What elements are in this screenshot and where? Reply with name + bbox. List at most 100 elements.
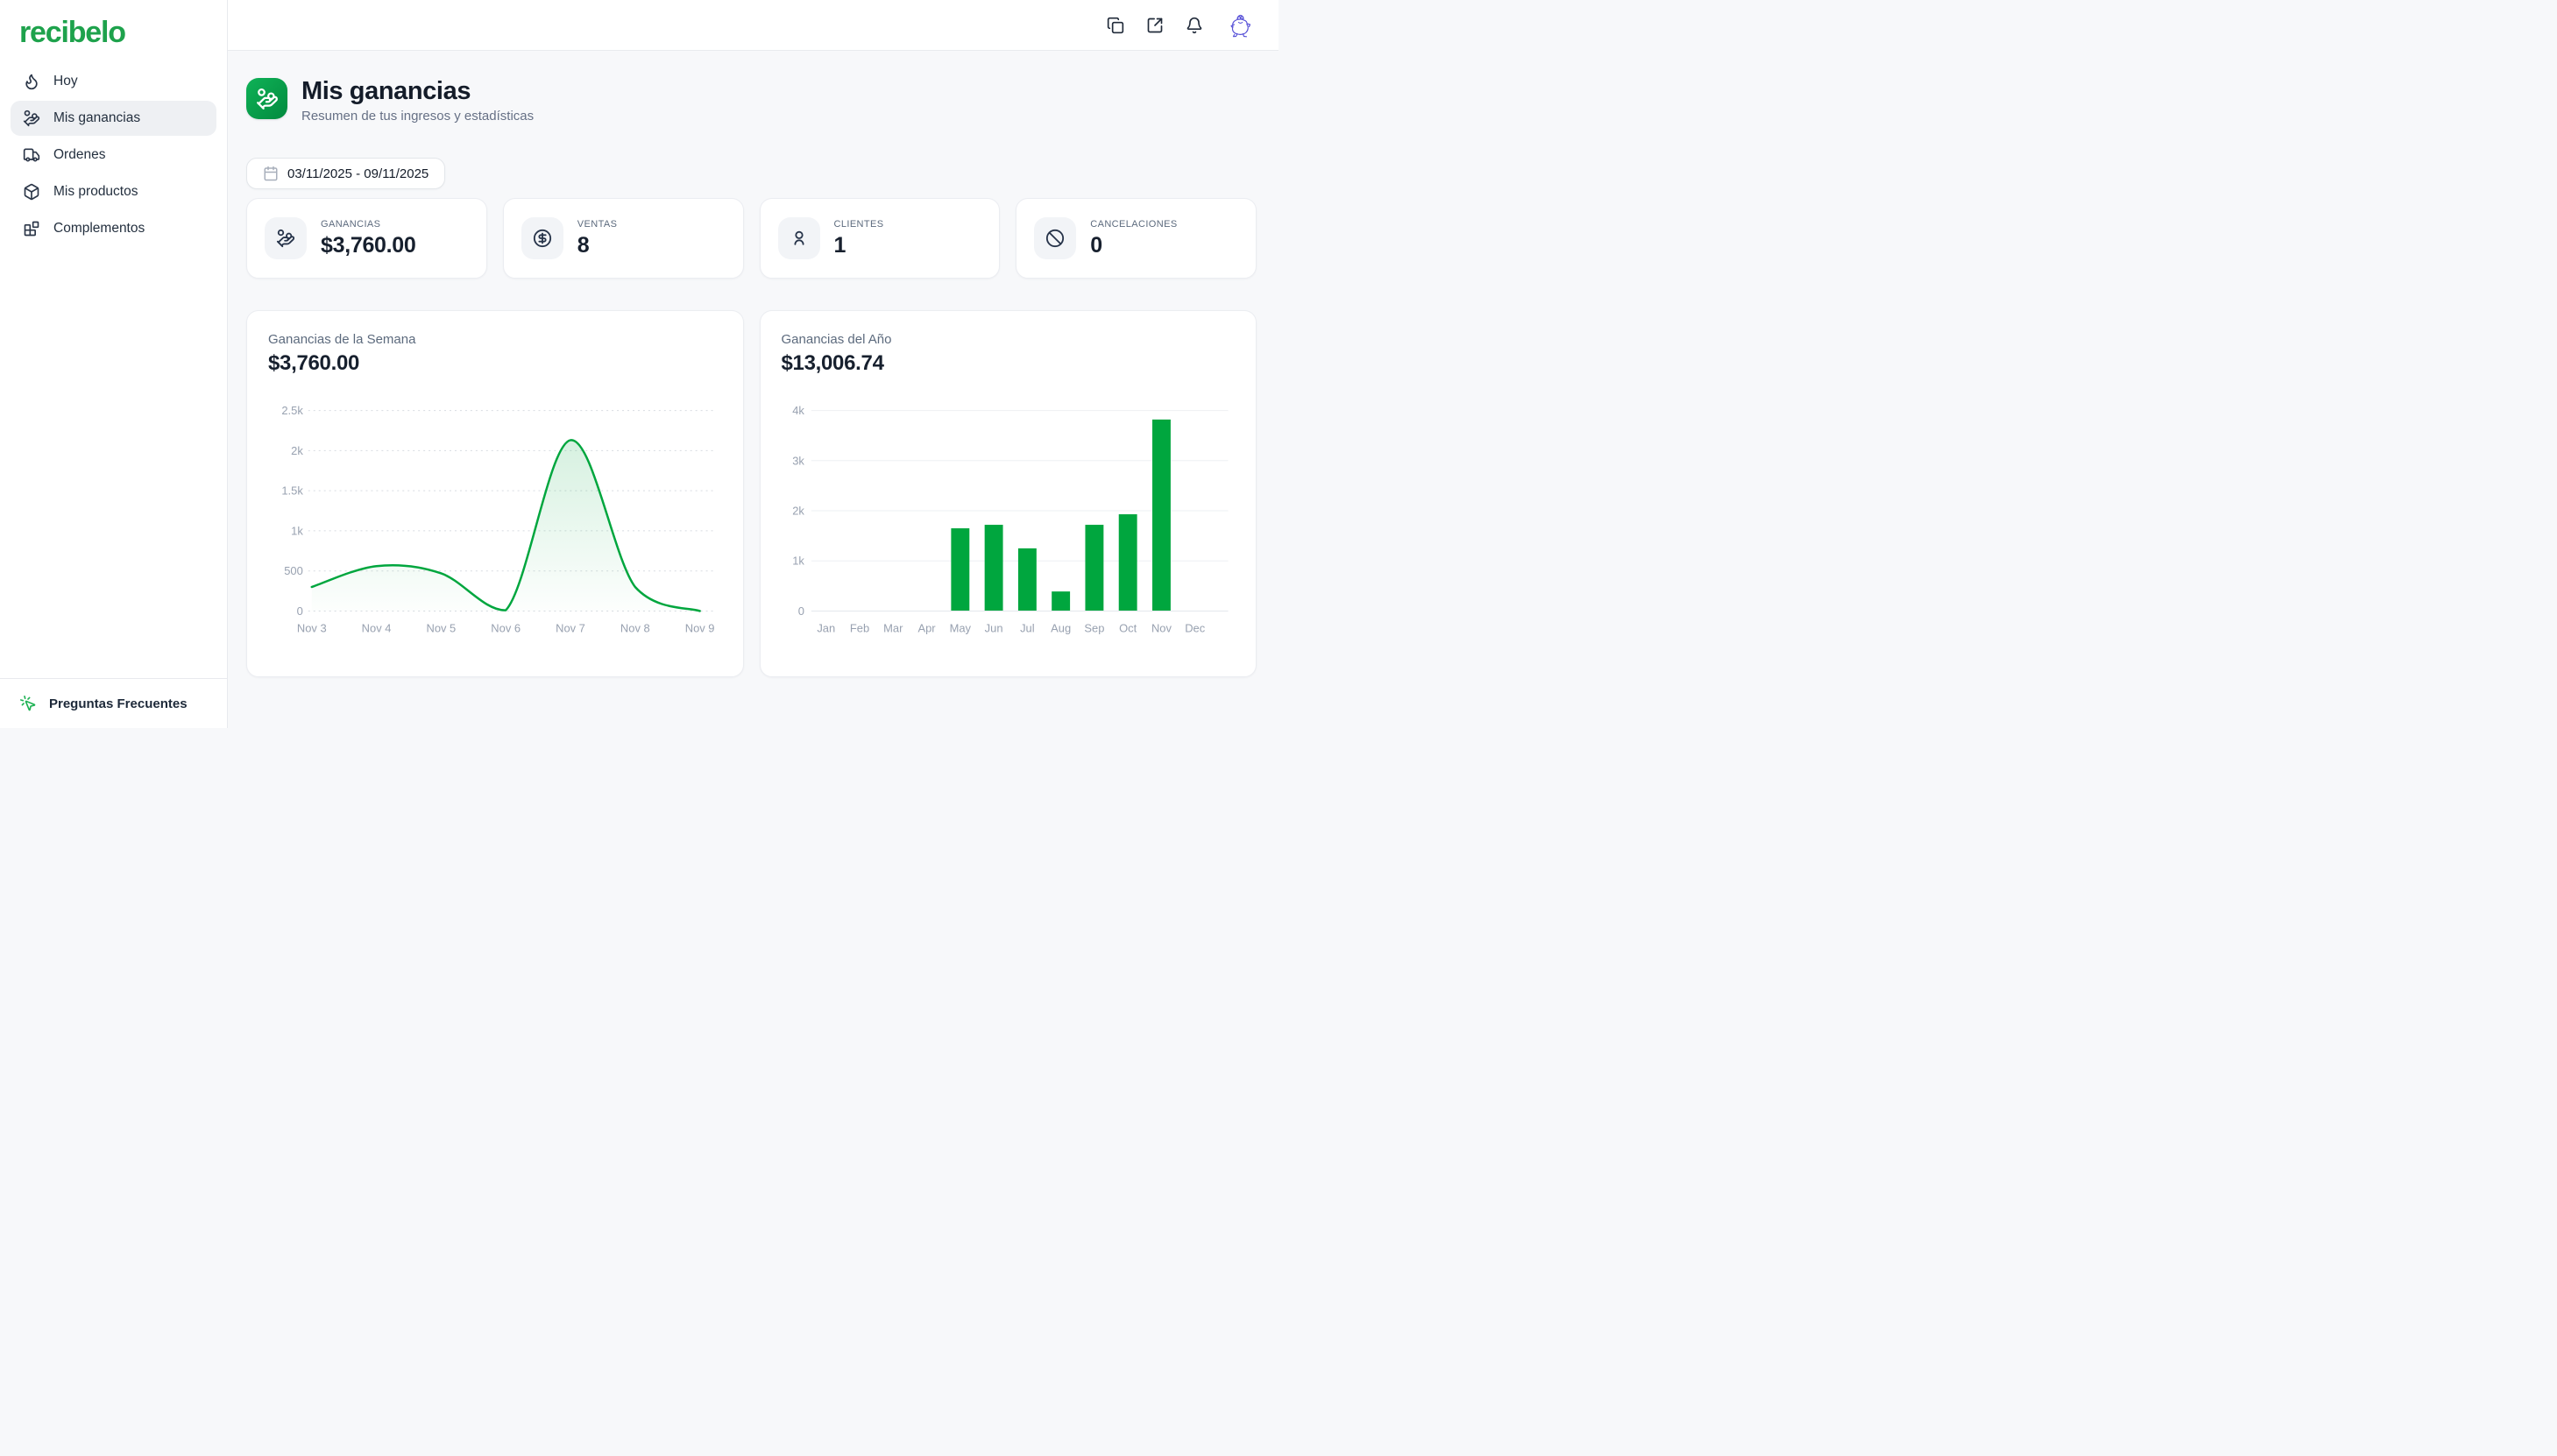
brand-logo[interactable]: recibelo [19, 16, 126, 49]
svg-text:Mar: Mar [883, 622, 903, 635]
sidebar-item-mis-ganancias[interactable]: Mis ganancias [11, 101, 216, 136]
chart-title: Ganancias de la Semana [268, 332, 416, 348]
stat-label: CLIENTES [833, 218, 884, 230]
cartoon-doodle-avatar [1230, 14, 1251, 37]
sidebar-item-label: Complementos [53, 221, 145, 236]
stat-value: 1 [833, 232, 846, 258]
date-range-picker[interactable]: 03/11/2025 - 09/11/2025 [246, 158, 446, 190]
svg-text:Apr: Apr [917, 622, 936, 635]
flame-icon [23, 73, 40, 90]
pointer-click-icon [19, 695, 37, 712]
svg-text:Nov 9: Nov 9 [685, 622, 715, 635]
sidebar-item-label: Ordenes [53, 147, 106, 162]
svg-text:Feb: Feb [849, 622, 868, 635]
copy-icon[interactable] [1107, 17, 1124, 34]
content: Mis ganancias Resumen de tus ingresos y … [228, 51, 1278, 678]
svg-text:Aug: Aug [1051, 622, 1071, 635]
stat-text: GANANCIAS $3,760.00 [321, 219, 416, 258]
svg-text:1k: 1k [291, 525, 303, 538]
sidebar-item-label: Mis ganancias [53, 110, 141, 125]
faq-label: Preguntas Frecuentes [49, 696, 188, 711]
external-link-icon[interactable] [1146, 17, 1164, 34]
ban-icon [1034, 217, 1077, 260]
svg-text:0: 0 [297, 604, 303, 618]
stat-card-cancelaciones: CANCELACIONES 0 [1016, 198, 1257, 279]
svg-text:Nov 3: Nov 3 [297, 622, 327, 635]
yearly-earnings-chart: 0 1k 2k 3k 4k Jan Feb Mar Apr May Jun Jul Aug Sep Oct N… [792, 404, 1229, 635]
svg-text:0: 0 [797, 604, 804, 618]
stat-text: VENTAS 8 [577, 219, 618, 258]
svg-text:Nov: Nov [1151, 622, 1172, 635]
truck-icon [23, 146, 40, 164]
hand-coins-icon [256, 88, 278, 110]
page-title: Mis ganancias [301, 77, 471, 105]
page-header-text: Mis ganancias Resumen de tus ingresos y … [301, 77, 535, 124]
svg-text:Nov 5: Nov 5 [426, 622, 456, 635]
stat-value: $3,760.00 [321, 232, 416, 258]
app-window: recibelo Hoy Mis ganancias Ordenes [0, 0, 1278, 728]
svg-text:2.5k: 2.5k [281, 404, 303, 417]
hand-coins-icon [265, 217, 307, 260]
earnings-page-icon [246, 78, 287, 119]
date-range-value: 03/11/2025 - 09/11/2025 [287, 166, 429, 181]
stat-text: CLIENTES 1 [834, 219, 884, 258]
weekly-earnings-chart: 0 500 1k 1.5k 2k 2.5k Nov 3 Nov 4 Nov 5 Nov 6 Nov … [281, 404, 717, 635]
svg-text:Nov 4: Nov 4 [362, 622, 392, 635]
svg-text:500: 500 [284, 564, 303, 577]
chart-total: $13,006.74 [781, 351, 884, 376]
svg-text:Sep: Sep [1084, 622, 1104, 635]
svg-text:Nov 7: Nov 7 [556, 622, 585, 635]
stat-value: 0 [1090, 232, 1102, 258]
blocks-icon [23, 220, 40, 237]
charts-row: Ganancias de la Semana $3,760.00 0 500 1k 1… [246, 310, 1257, 678]
bell-icon[interactable] [1186, 17, 1203, 34]
svg-text:Jul: Jul [1020, 622, 1035, 635]
stat-label: VENTAS [577, 218, 618, 230]
svg-text:1k: 1k [792, 555, 804, 568]
stat-text: CANCELACIONES 0 [1090, 219, 1177, 258]
svg-text:Dec: Dec [1185, 622, 1206, 635]
svg-text:Nov 6: Nov 6 [491, 622, 521, 635]
yearly-earnings-card: Ganancias del Año $13,006.74 0 1k 2k 3k 4k Ja… [759, 310, 1257, 678]
stat-label: GANANCIAS [321, 218, 381, 230]
stat-value: 8 [577, 232, 590, 258]
sidebar-item-label: Hoy [53, 74, 78, 88]
sidebar-item-label: Mis productos [53, 184, 138, 199]
sidebar-item-mis-productos[interactable]: Mis productos [11, 174, 216, 209]
package-icon [23, 183, 40, 201]
svg-text:Jun: Jun [984, 622, 1002, 635]
svg-text:2k: 2k [792, 505, 804, 518]
circle-dollar-icon [521, 217, 563, 260]
svg-text:Jan: Jan [817, 622, 835, 635]
stat-card-ganancias: GANANCIAS $3,760.00 [246, 198, 487, 279]
chart-total: $3,760.00 [268, 351, 360, 376]
stat-label: CANCELACIONES [1090, 218, 1178, 230]
stat-card-clientes: CLIENTES 1 [759, 198, 1001, 279]
weekly-earnings-card: Ganancias de la Semana $3,760.00 0 500 1k 1… [246, 310, 744, 678]
topbar [228, 0, 1278, 51]
svg-text:4k: 4k [792, 404, 804, 417]
user-icon [777, 217, 820, 260]
sidebar: recibelo Hoy Mis ganancias Ordenes [0, 0, 228, 728]
sidebar-item-ordenes[interactable]: Ordenes [11, 138, 216, 173]
user-avatar[interactable] [1225, 10, 1255, 40]
sidebar-item-complementos[interactable]: Complementos [11, 211, 216, 246]
page-header: Mis ganancias Resumen de tus ingresos y … [246, 77, 1257, 124]
svg-text:Oct: Oct [1119, 622, 1137, 635]
calendar-icon [263, 166, 279, 181]
sidebar-footer-faq[interactable]: Preguntas Frecuentes [0, 678, 227, 728]
page-subtitle: Resumen de tus ingresos y estadísticas [301, 109, 535, 124]
svg-text:Nov 8: Nov 8 [620, 622, 650, 635]
svg-text:2k: 2k [291, 444, 303, 457]
svg-text:3k: 3k [792, 455, 804, 468]
stats-row: GANANCIAS $3,760.00 VENTAS 8 [246, 198, 1257, 279]
sidebar-nav: Hoy Mis ganancias Ordenes Mis productos [0, 64, 227, 246]
stat-card-ventas: VENTAS 8 [502, 198, 744, 279]
svg-text:May: May [949, 622, 971, 635]
main-area: Mis ganancias Resumen de tus ingresos y … [228, 0, 1278, 728]
hand-coins-icon [23, 110, 40, 127]
svg-text:1.5k: 1.5k [281, 484, 303, 498]
sidebar-item-hoy[interactable]: Hoy [11, 64, 216, 99]
chart-title: Ganancias del Año [781, 332, 892, 348]
sidebar-spacer [0, 246, 227, 678]
